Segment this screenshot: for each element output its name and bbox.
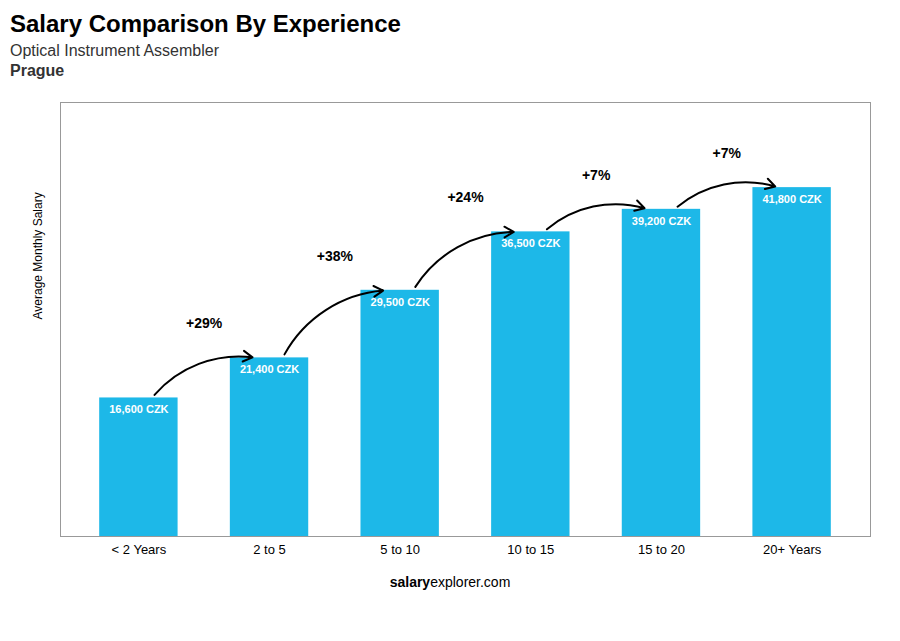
svg-text:16,600 CZK: 16,600 CZK (109, 403, 168, 415)
svg-text:41,800 CZK: 41,800 CZK (762, 193, 821, 205)
svg-text:29,500 CZK: 29,500 CZK (371, 296, 430, 308)
html-text:Prague: Prague (10, 62, 65, 79)
svg-text:+38%: +38% (317, 248, 354, 264)
html-text:Salary Comparison By Experienc: Salary Comparison By Experience (10, 10, 401, 37)
svg-text:+7%: +7% (582, 167, 611, 183)
svg-text:21,400 CZK: 21,400 CZK (240, 363, 299, 375)
svg-text:+7%: +7% (713, 145, 742, 161)
svg-text:5 to 10: 5 to 10 (380, 542, 420, 557)
svg-text:20+ Years: 20+ Years (763, 542, 822, 557)
svg-text:+24%: +24% (447, 189, 484, 205)
svg-text:15 to 20: 15 to 20 (638, 542, 685, 557)
svg-text:2 to 5: 2 to 5 (253, 542, 286, 557)
svg-text:Average Monthly Salary: Average Monthly Salary (31, 192, 45, 319)
svg-text:39,200 CZK: 39,200 CZK (632, 215, 691, 227)
svg-text:< 2 Years: < 2 Years (112, 542, 167, 557)
svg-text:36,500 CZK: 36,500 CZK (501, 237, 560, 249)
svg-text:10 to 15: 10 to 15 (507, 542, 554, 557)
html-text:Optical Instrument Assembler: Optical Instrument Assembler (10, 42, 219, 59)
html-text:salary explorer.com: salary explorer.com (389, 574, 511, 590)
svg-text:+29%: +29% (186, 315, 223, 331)
